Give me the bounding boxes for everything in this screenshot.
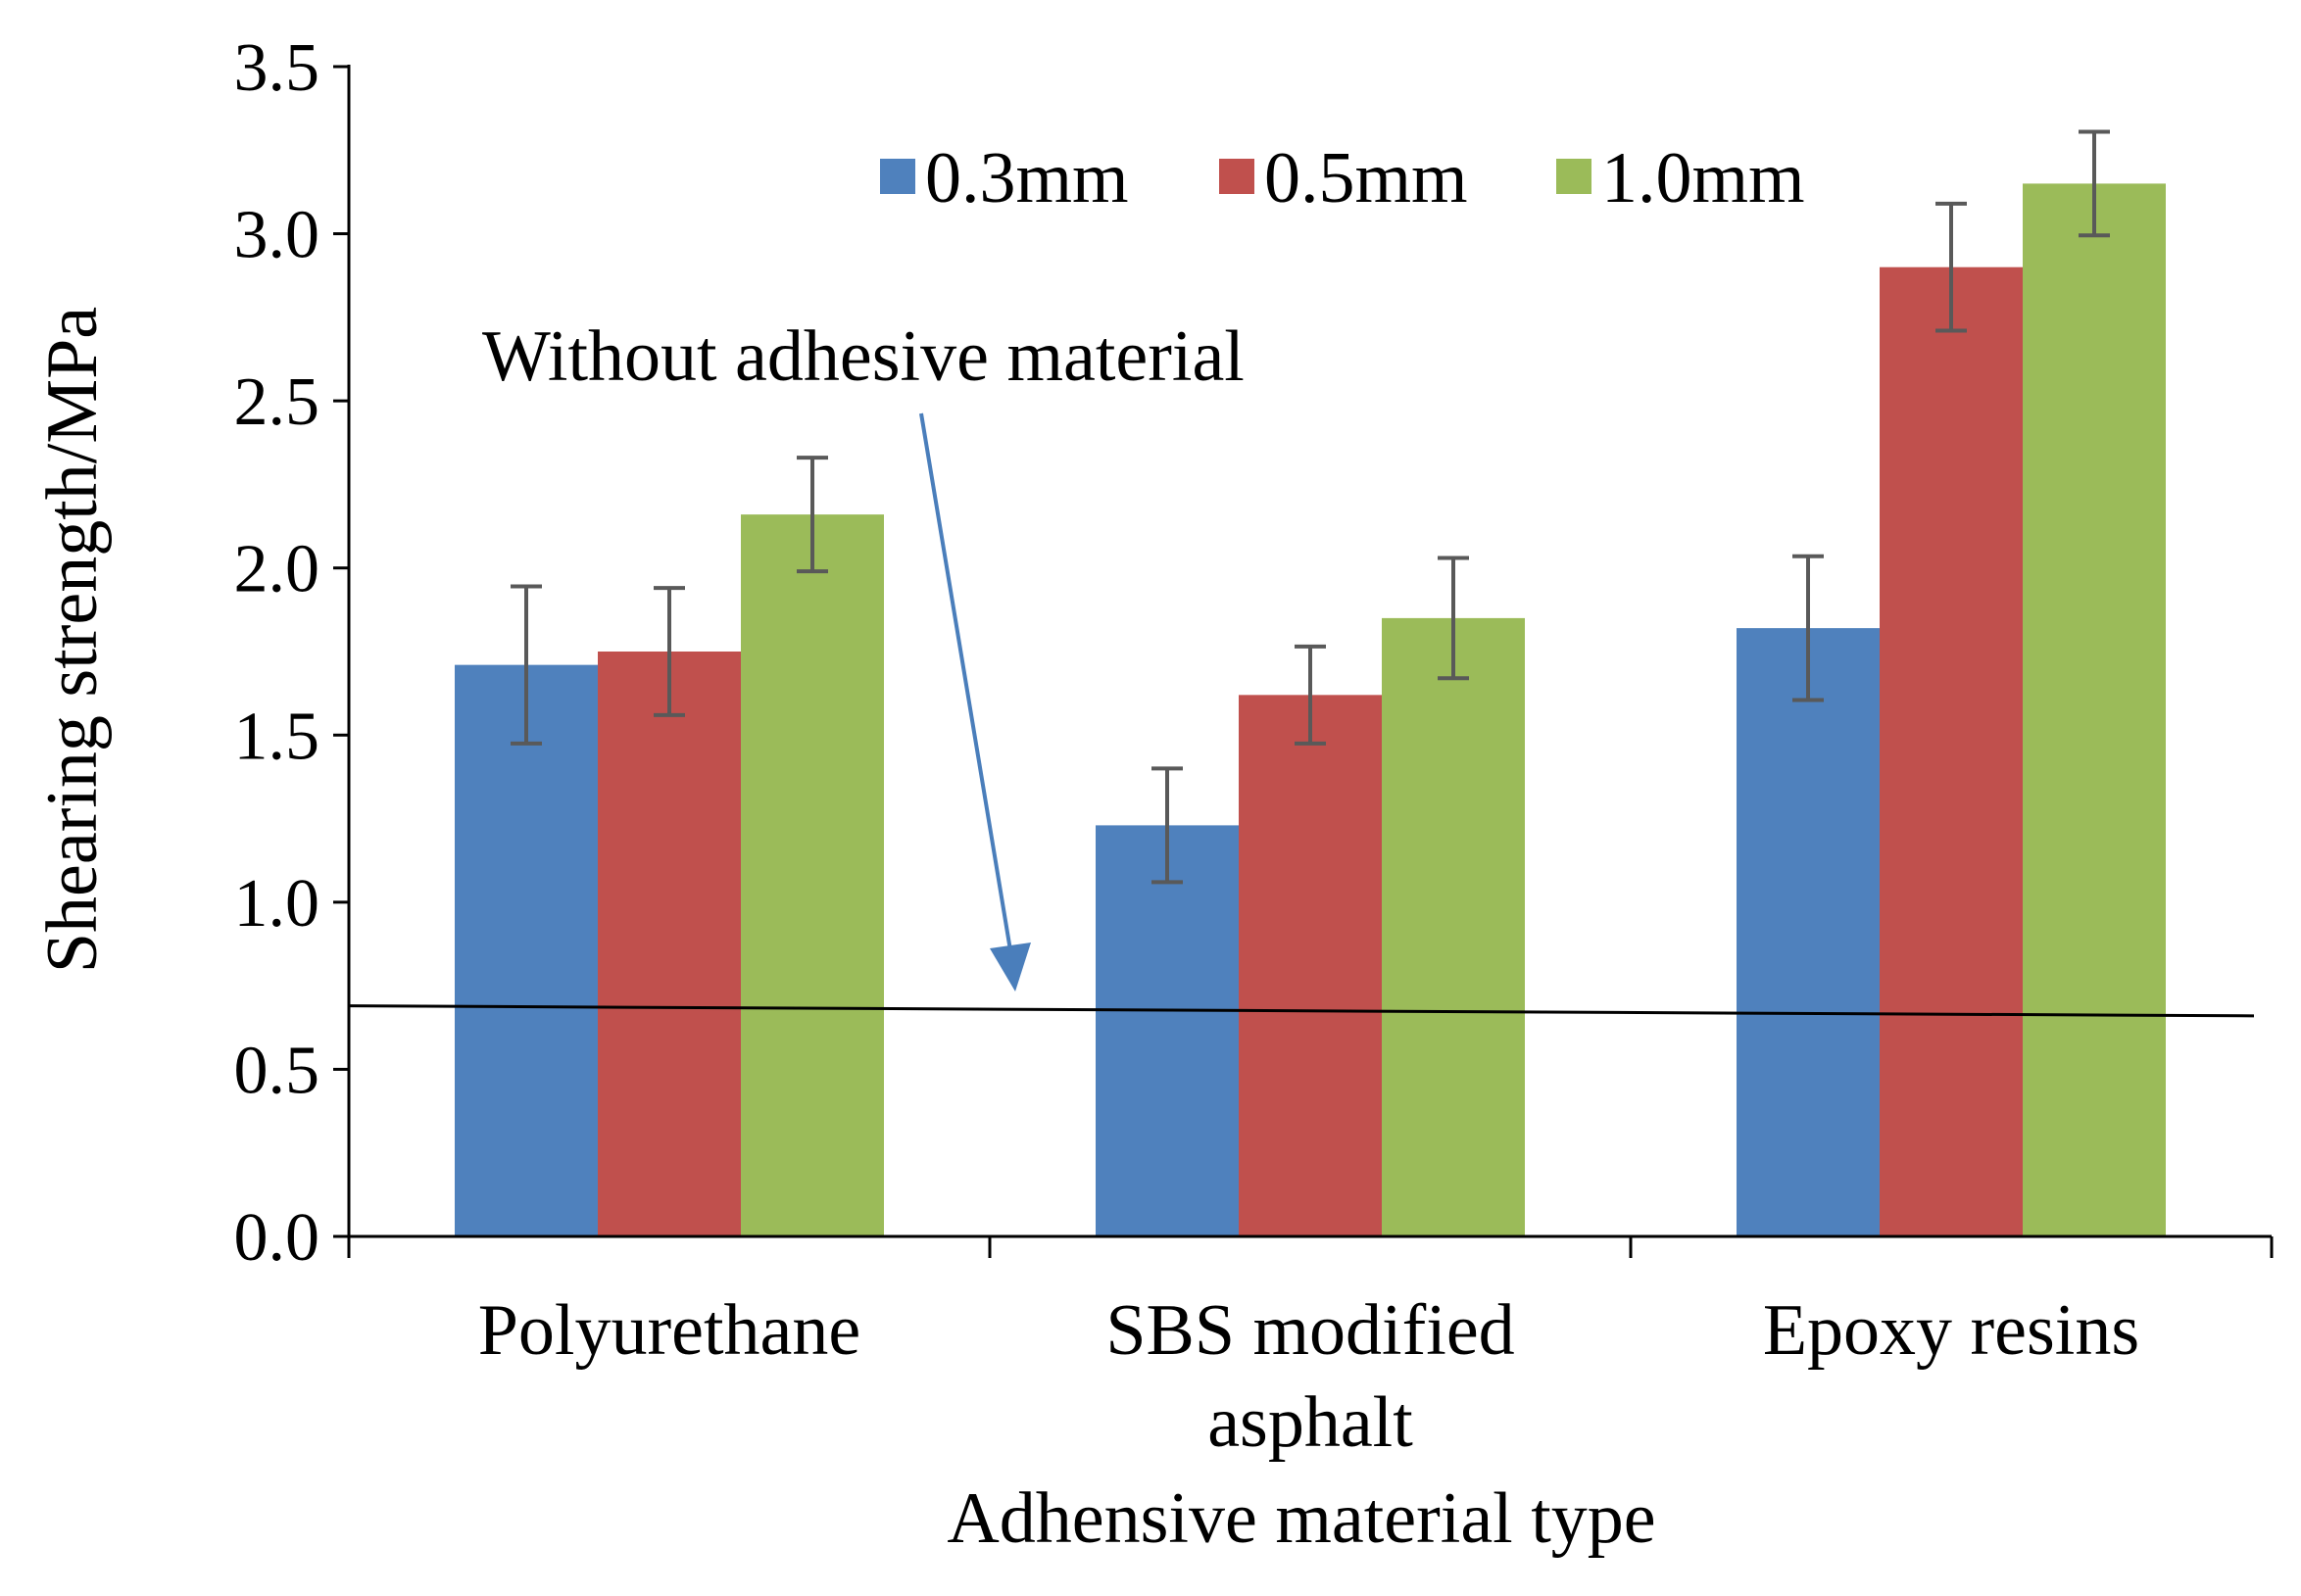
legend: 0.3mm 0.5mm 1.0mm xyxy=(880,138,1805,218)
legend-label-0_3mm: 0.3mm xyxy=(925,138,1129,218)
bar-0_5mm-2 xyxy=(1880,266,2023,1237)
y-tick-label: 1.0 xyxy=(234,866,320,942)
x-tick-label: Polyurethane xyxy=(478,1290,860,1371)
reference-layer: Without adhesive material xyxy=(348,316,2255,1018)
x-tick-label: Epoxy resins xyxy=(1763,1290,2139,1371)
axes xyxy=(347,65,2274,1258)
bar-1_0mm-1 xyxy=(1382,617,1525,1236)
axis-labels: Polyurethane SBS modified asphalt Epoxy res… xyxy=(32,307,2139,1559)
bar-1_0mm-0 xyxy=(741,514,884,1236)
legend-swatch-0_5mm xyxy=(1219,159,1254,194)
legend-swatch-1_0mm xyxy=(1556,159,1591,194)
x-tick-label: SBS modified xyxy=(1105,1290,1514,1371)
y-axis-ticks: 0.0 0.5 1.0 1.5 2.0 2.5 3.0 3.5 xyxy=(234,30,349,1276)
bar-0_3mm-2 xyxy=(1737,628,1880,1236)
y-tick-label: 1.5 xyxy=(234,699,320,774)
reference-arrow-head xyxy=(990,943,1031,991)
y-tick-label: 0.5 xyxy=(234,1033,320,1108)
legend-label-1_0mm: 1.0mm xyxy=(1601,138,1805,218)
x-axis-title: Adhensive material type xyxy=(947,1478,1655,1559)
y-tick-label: 2.0 xyxy=(234,532,320,607)
bar-1_0mm-2 xyxy=(2023,183,2166,1236)
y-tick-label: 3.5 xyxy=(234,30,320,106)
reference-line xyxy=(348,1004,2255,1018)
y-axis-title: Shearing strength/MPa xyxy=(32,307,113,973)
legend-label-0_5mm: 0.5mm xyxy=(1264,138,1468,218)
reference-label: Without adhesive material xyxy=(482,316,1245,397)
bar-0_5mm-1 xyxy=(1239,695,1382,1236)
bar-0_3mm-0 xyxy=(455,664,598,1236)
reference-arrow-shaft xyxy=(919,412,1013,957)
bar-0_3mm-1 xyxy=(1096,825,1239,1236)
error-bars-layer xyxy=(511,129,2110,885)
bar-0_5mm-0 xyxy=(598,652,741,1236)
legend-swatch-0_3mm xyxy=(880,159,915,194)
y-tick-label: 2.5 xyxy=(234,364,320,440)
y-tick-label: 0.0 xyxy=(234,1200,320,1276)
y-tick-label: 3.0 xyxy=(234,198,320,273)
bars-layer xyxy=(455,183,2166,1237)
x-tick-label: asphalt xyxy=(1207,1382,1413,1463)
